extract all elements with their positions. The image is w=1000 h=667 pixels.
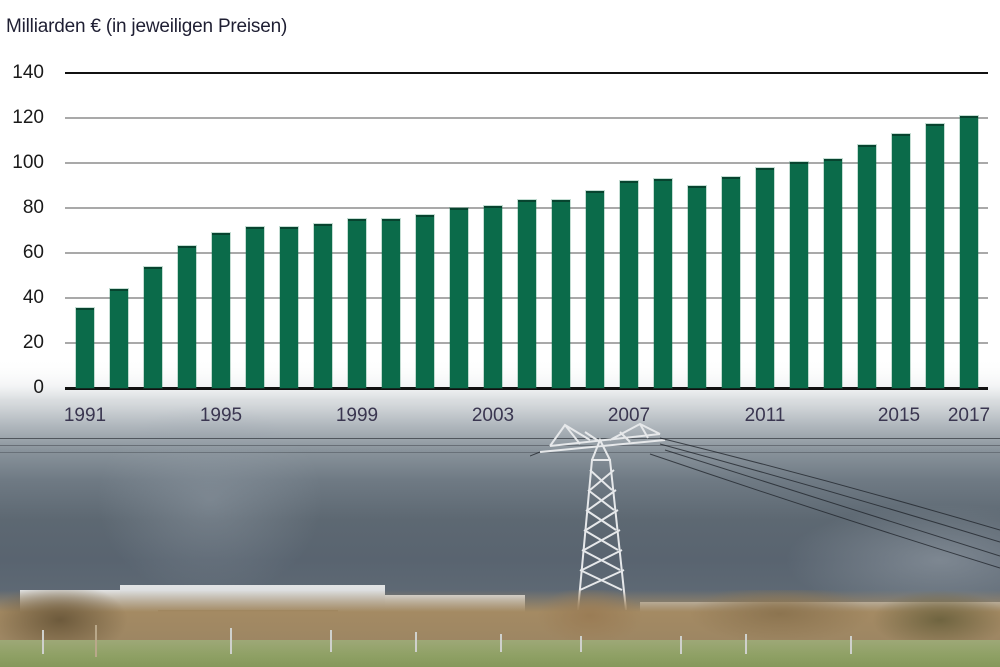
y-tick-label: 100 [12, 152, 44, 173]
x-tick-label: 2011 [744, 405, 786, 426]
electricity-pylon-icon [530, 422, 1000, 611]
x-tick-label: 1999 [335, 405, 379, 426]
y-tick-label: 80 [22, 197, 44, 218]
bar-2011 [756, 167, 774, 388]
x-tick-label: 1991 [63, 405, 107, 426]
bar-2007 [620, 181, 638, 388]
fence-post [42, 630, 44, 654]
bar-2014 [858, 145, 876, 388]
bar-2004 [518, 200, 536, 388]
fence-post [500, 634, 502, 652]
bar-1994 [178, 246, 196, 388]
x-tick-label: 2007 [607, 405, 651, 426]
power-line [0, 438, 1000, 439]
bar-2003 [484, 205, 502, 388]
y-tick-label: 40 [22, 287, 44, 308]
x-axis-line [65, 387, 988, 390]
fence-post [745, 634, 747, 654]
fence-post [850, 636, 852, 654]
bar-1991 [76, 308, 94, 388]
bar-2013 [824, 158, 842, 388]
gridline [65, 162, 988, 164]
y-tick-label: 60 [22, 242, 44, 263]
y-tick-label: 20 [22, 332, 44, 353]
bar-2017 [960, 115, 978, 388]
gridline [65, 72, 988, 74]
bar-2000 [382, 219, 400, 388]
x-tick-label: 1995 [199, 405, 243, 426]
bar-2005 [552, 200, 570, 388]
bar-1999 [348, 219, 366, 388]
bar-1995 [212, 232, 230, 388]
bar-1997 [280, 227, 298, 388]
bar-2001 [416, 214, 434, 388]
y-tick-label: 120 [12, 107, 44, 128]
bar-2008 [654, 178, 672, 388]
y-tick-label: 0 [33, 377, 44, 398]
fence-post [230, 628, 232, 654]
bar-2002 [450, 208, 468, 388]
x-tick-label: 2003 [471, 405, 515, 426]
bar-2015 [892, 133, 910, 388]
x-tick-label: 2015 [877, 405, 921, 426]
fence-post [95, 625, 97, 657]
bar-1992 [110, 289, 128, 388]
fence-post [580, 636, 582, 652]
bar-2010 [722, 176, 740, 388]
bar-2016 [926, 123, 944, 388]
bar-1993 [144, 266, 162, 388]
power-line [0, 452, 1000, 453]
gridline [65, 117, 988, 119]
y-tick-label: 140 [12, 62, 44, 83]
x-tick-label: 2017 [947, 405, 991, 426]
bar-chart: 0 20 40 60 80 100 120 140 1991 1995 1999 2003 2007 20… [12, 62, 991, 427]
chart-title: Milliarden € (in jeweiligen Preisen) [6, 16, 288, 37]
bar-2012 [790, 161, 808, 388]
bar-1996 [246, 227, 264, 388]
fence-post [680, 636, 682, 654]
power-line [0, 445, 1000, 446]
bar-2009 [688, 185, 706, 388]
bar-2006 [586, 191, 604, 388]
bar-1998 [314, 223, 332, 388]
fence-post [415, 632, 417, 652]
fence-post [330, 630, 332, 652]
